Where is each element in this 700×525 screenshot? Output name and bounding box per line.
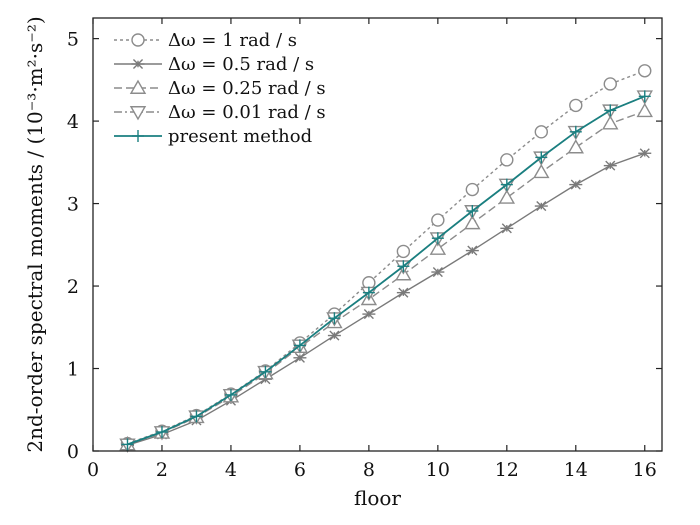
series-1 [120, 148, 652, 451]
data-point [121, 438, 134, 451]
data-point [259, 365, 272, 378]
data-point [362, 309, 376, 320]
legend-marker [131, 58, 145, 70]
x-tick-label: 8 [363, 459, 375, 481]
data-point [602, 115, 619, 130]
data-point [466, 204, 479, 217]
series-line-3 [127, 95, 646, 446]
legend-item-0: Δω = 1 rad / s [114, 30, 297, 51]
data-point [500, 153, 514, 167]
y-tick-label: 2 [67, 276, 79, 298]
x-tick-label: 16 [633, 459, 657, 481]
data-point [431, 266, 445, 278]
x-tick-label: 2 [156, 459, 168, 481]
legend-marker [129, 106, 147, 121]
y-tick-label: 0 [67, 441, 79, 463]
y-tick-label: 4 [67, 111, 79, 133]
data-point [534, 201, 548, 212]
series-line-1 [127, 152, 645, 446]
data-point [603, 77, 617, 91]
data-point [397, 260, 410, 273]
data-point [362, 286, 375, 299]
x-tick-label: 0 [87, 459, 99, 481]
x-tick-label: 12 [495, 459, 519, 481]
series-line-2 [127, 110, 645, 446]
data-point [569, 98, 583, 113]
legend-marker [129, 79, 147, 94]
legend-label: Δω = 0.01 rad / s [168, 102, 326, 123]
y-tick-label: 1 [67, 359, 79, 381]
data-point [396, 244, 411, 259]
data-point [328, 312, 341, 325]
series-layer [119, 64, 653, 453]
data-point [431, 232, 444, 245]
legend-item-1: Δω = 0.5 rad / s [114, 54, 314, 75]
data-point [569, 125, 582, 138]
data-point [464, 214, 481, 230]
legend-marker [131, 33, 145, 47]
legend-label: Δω = 0.5 rad / s [168, 54, 314, 75]
x-axis-title: floor [354, 486, 401, 510]
x-tick-label: 4 [225, 459, 237, 481]
data-point [567, 139, 584, 154]
data-point [569, 179, 583, 190]
data-point [155, 426, 168, 439]
x-tick-label: 10 [426, 459, 450, 481]
x-tick-label: 6 [294, 459, 306, 481]
x-tick-label: 14 [564, 459, 588, 481]
legend-label: Δω = 1 rad / s [168, 30, 297, 51]
legend: Δω = 1 rad / s Δω = 0.5 rad / s Δω = 0.25 … [114, 30, 326, 147]
data-point [500, 223, 514, 234]
data-point [638, 90, 651, 103]
y-tick-label: 3 [67, 194, 79, 216]
data-point [190, 410, 203, 423]
legend-marker [132, 130, 144, 142]
y-axis-title: 2nd-order spectral moments / (10⁻³·m²·s⁻… [23, 16, 47, 452]
y-tick-label: 5 [67, 29, 79, 51]
data-point [603, 160, 617, 171]
series-4 [121, 90, 651, 451]
data-point [534, 125, 549, 139]
data-point [604, 104, 617, 117]
legend-label: Δω = 0.25 rad / s [168, 78, 326, 99]
data-point [636, 102, 653, 118]
legend-item-2: Δω = 0.25 rad / s [114, 78, 326, 99]
data-point [465, 245, 479, 256]
data-point [638, 148, 652, 159]
data-point [396, 287, 410, 298]
data-point [293, 339, 306, 352]
data-point [500, 178, 513, 191]
data-point [533, 163, 550, 179]
series-2 [119, 102, 653, 451]
legend-label: present method [168, 126, 312, 147]
data-point [465, 182, 480, 197]
data-point [638, 64, 652, 78]
data-point [327, 330, 341, 341]
legend-item-4: present method [114, 126, 312, 147]
data-point [293, 352, 307, 363]
data-point [224, 388, 237, 401]
plot-frame [92, 17, 663, 452]
legend-item-3: Δω = 0.01 rad / s [114, 102, 326, 123]
data-point [535, 151, 548, 164]
data-point [429, 240, 447, 255]
series-line-4 [127, 95, 646, 446]
data-point [498, 189, 516, 204]
data-point [431, 213, 445, 227]
